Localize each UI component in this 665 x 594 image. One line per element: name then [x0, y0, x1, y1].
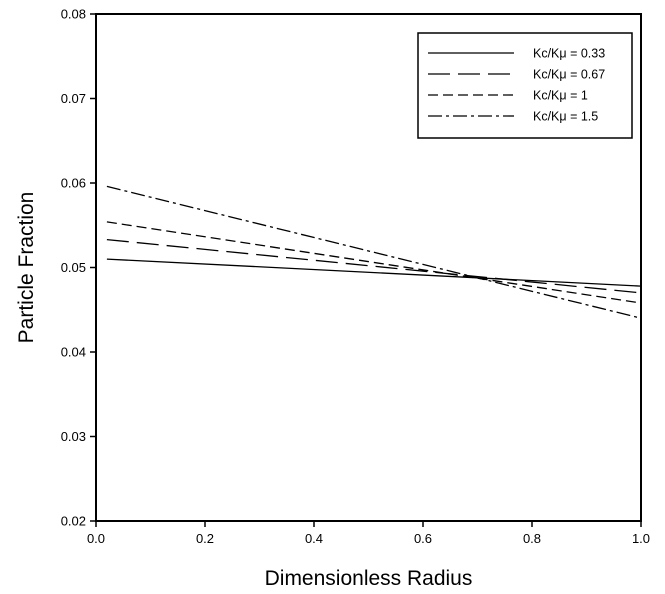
y-tick-label: 0.03: [61, 429, 86, 444]
x-tick-label: 0.6: [414, 531, 432, 546]
series-line-1: [106, 258, 642, 287]
legend-label-4: Kc/Kμ = 1.5: [533, 110, 598, 124]
y-tick-label: 0.04: [61, 345, 86, 360]
legend-label-2: Kc/Kμ = 0.67: [533, 68, 605, 82]
legend-label-1: Kc/Kμ = 0.33: [533, 47, 605, 61]
x-tick-label: 0.4: [305, 531, 323, 546]
series-line-2: [106, 238, 642, 294]
legend-label-3: Kc/Kμ = 1: [533, 89, 588, 103]
x-tick-label: 1.0: [632, 531, 650, 546]
y-tick-label: 0.07: [61, 91, 86, 106]
y-tick-label: 0.06: [61, 176, 86, 191]
legend-box: [417, 32, 633, 139]
legend: Kc/Kμ = 0.33 Kc/Kμ = 0.67 Kc/Kμ = 1 Kc/Kμ =…: [417, 32, 633, 139]
y-tick-label: 0.08: [61, 7, 86, 22]
x-axis-title: Dimensionless Radius: [265, 567, 473, 590]
axis-ticks: 0.0 0.2 0.4 0.6 0.8 1.0 0.02 0.03 0.04 0.05 0.06 0.…: [61, 7, 650, 547]
plot-frame: [95, 13, 642, 522]
x-tick-label: 0.2: [196, 531, 214, 546]
series-line-3: [106, 221, 642, 304]
series-line-4: [106, 185, 642, 319]
y-tick-label: 0.05: [61, 260, 86, 275]
series-layer: [106, 185, 642, 319]
x-tick-label: 0.0: [87, 531, 105, 546]
y-tick-label: 0.02: [61, 514, 86, 529]
x-tick-label: 0.8: [523, 531, 541, 546]
y-axis-title: Particle Fraction: [15, 192, 38, 344]
